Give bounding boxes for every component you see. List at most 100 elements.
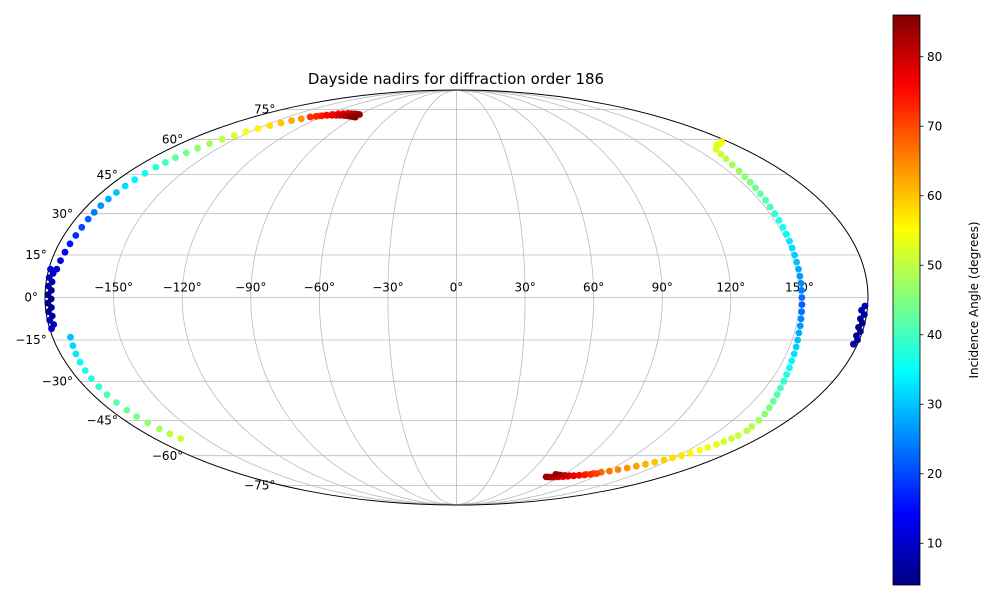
scatter-point (686, 449, 694, 457)
scatter-point (734, 432, 742, 439)
latitude-tick-label: 60° (162, 133, 183, 147)
scatter-point (794, 336, 802, 344)
series-east-limb-arc (712, 138, 806, 430)
colorbar-tick-label: 60 (927, 189, 942, 203)
series-north-crest-inner-row (306, 111, 359, 121)
scatter-point (796, 272, 804, 280)
meridian-gridline (113, 89, 457, 506)
scatter-point (769, 397, 777, 405)
scatter-point (792, 343, 800, 351)
scatter-point (696, 446, 704, 454)
latitude-tick-label: 0° (24, 291, 38, 305)
longitude-tick-label: 0° (450, 281, 464, 295)
scatter-point (144, 419, 152, 427)
meridian-gridline (387, 89, 457, 506)
longitude-tick-label: −150° (94, 281, 133, 295)
scatter-point (152, 163, 160, 171)
colorbar-label: Incidence Angle (degrees) (967, 221, 981, 379)
scatter-point (746, 178, 754, 186)
scatter-point (748, 423, 756, 430)
scatter-point (791, 251, 798, 259)
scatter-point (757, 190, 764, 198)
scatter-point (254, 125, 262, 132)
scatter-point (720, 438, 728, 445)
scatter-point (575, 472, 583, 479)
scatter-point (242, 128, 250, 136)
scatter-point (95, 383, 103, 391)
scatter-point (857, 328, 864, 335)
scatter-point (796, 322, 804, 330)
scatter-point (123, 406, 131, 414)
latitude-tick-label: 30° (52, 207, 73, 221)
scatter-point (67, 333, 74, 341)
scatter-point (593, 470, 601, 477)
colorbar-tick-label: 70 (927, 119, 942, 133)
scatter-point (542, 473, 550, 481)
scatter-point (798, 294, 806, 301)
latitude-tick-label: −15° (15, 333, 46, 347)
colorbar-tick-label: 50 (927, 258, 942, 272)
longitude-tick-label: 90° (652, 281, 673, 295)
scatter-point (854, 336, 861, 344)
scatter-point (66, 240, 74, 248)
scatter-point (182, 149, 190, 157)
latitude-tick-label: −45° (87, 414, 118, 428)
scatter-point (166, 430, 174, 438)
colorbar: 10 20 30 40 50 60 70 80 (892, 14, 942, 586)
meridian-gridline (456, 89, 595, 506)
scatter-point (48, 325, 55, 333)
scatter-point (78, 223, 86, 231)
meridian-gridline (456, 89, 526, 506)
scatter-point (777, 384, 784, 392)
longitude-tick-label: −30° (372, 281, 403, 295)
scatter-point (729, 161, 736, 169)
scatter-point (782, 230, 790, 238)
scatter-point (72, 232, 80, 239)
scatter-point (194, 144, 202, 152)
scatter-point (172, 154, 179, 162)
scatter-point (651, 458, 659, 466)
longitude-tick-label: 30° (514, 281, 535, 295)
scatter-point (761, 410, 769, 418)
scatter-point (735, 167, 743, 175)
scatter-point (632, 462, 640, 470)
meridian-gridline (181, 89, 457, 506)
scatter-point (76, 358, 84, 366)
scatter-point (669, 454, 676, 462)
scatter-point (755, 416, 763, 424)
scatter-point (850, 340, 857, 348)
scatter-point (312, 113, 320, 120)
scatter-point (771, 210, 779, 218)
latitude-tick-labels: −75° −60° −45° −30° −15° 0° 15° 30° 45° 60° 75° (15, 103, 275, 493)
series-southwest-arc (67, 333, 185, 442)
latitude-tick-label: −30° (42, 375, 73, 389)
scatter-point (623, 464, 631, 472)
latitude-tick-label: 75° (254, 103, 275, 117)
longitude-tick-labels: −150° −120° −90° −60° −30° 0° 30° 60° 90° 120° 150… (94, 281, 814, 295)
latitude-tick-label: −60° (152, 449, 183, 463)
scatter-point (795, 329, 803, 337)
scatter-point (752, 184, 759, 192)
scatter-point (606, 467, 613, 475)
longitude-tick-label: −90° (235, 281, 266, 295)
scatter-point (678, 452, 685, 460)
scatter-point (713, 441, 720, 448)
scatter-point (81, 367, 89, 374)
scatter-point (795, 265, 802, 273)
scatter-point (113, 189, 120, 196)
scatter-point (780, 377, 788, 385)
scatter-point (323, 112, 331, 119)
scatter-point (741, 173, 749, 181)
scatter-point (717, 150, 725, 158)
scatter-point (660, 456, 668, 464)
scatter-point (162, 159, 169, 166)
scatter-point (103, 391, 111, 399)
scatter-point (113, 399, 120, 406)
meridian-gridline (456, 89, 732, 506)
latitude-tick-label: 15° (25, 248, 46, 262)
scatter-point (230, 132, 238, 139)
colorbar-tick-label: 40 (927, 328, 942, 342)
scatter-point (121, 182, 129, 190)
series-south-crest-inner-row (552, 470, 601, 479)
